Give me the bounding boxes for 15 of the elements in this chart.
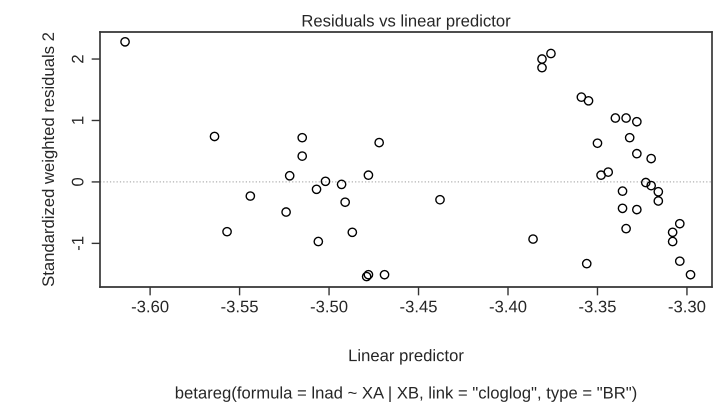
x-tick-label: -3.30 xyxy=(668,300,706,312)
x-tick-label: -3.40 xyxy=(490,300,526,312)
chart-title: Residuals vs linear predictor xyxy=(302,14,510,30)
y-tick-label: 1 xyxy=(72,116,84,124)
y-axis-title: Standardized weighted residuals 2 xyxy=(42,32,58,286)
x-tick-label: -3.45 xyxy=(400,300,437,312)
x-tick-label: -3.55 xyxy=(221,300,258,312)
y-tick-label: 2 xyxy=(72,55,84,63)
text: betareg(formula = lnad ~ XA | XB, link = "cloglog", type = "BR") xyxy=(176,386,636,402)
x-tick-label: -3.50 xyxy=(310,300,348,312)
y-tick-label: 0 xyxy=(72,178,84,186)
x-tick-label: -3.35 xyxy=(579,300,616,312)
y-tick-label: -1 xyxy=(72,236,84,250)
x-tick-label: -3.60 xyxy=(132,300,168,312)
x-axis-title: Linear predictor xyxy=(349,349,464,365)
